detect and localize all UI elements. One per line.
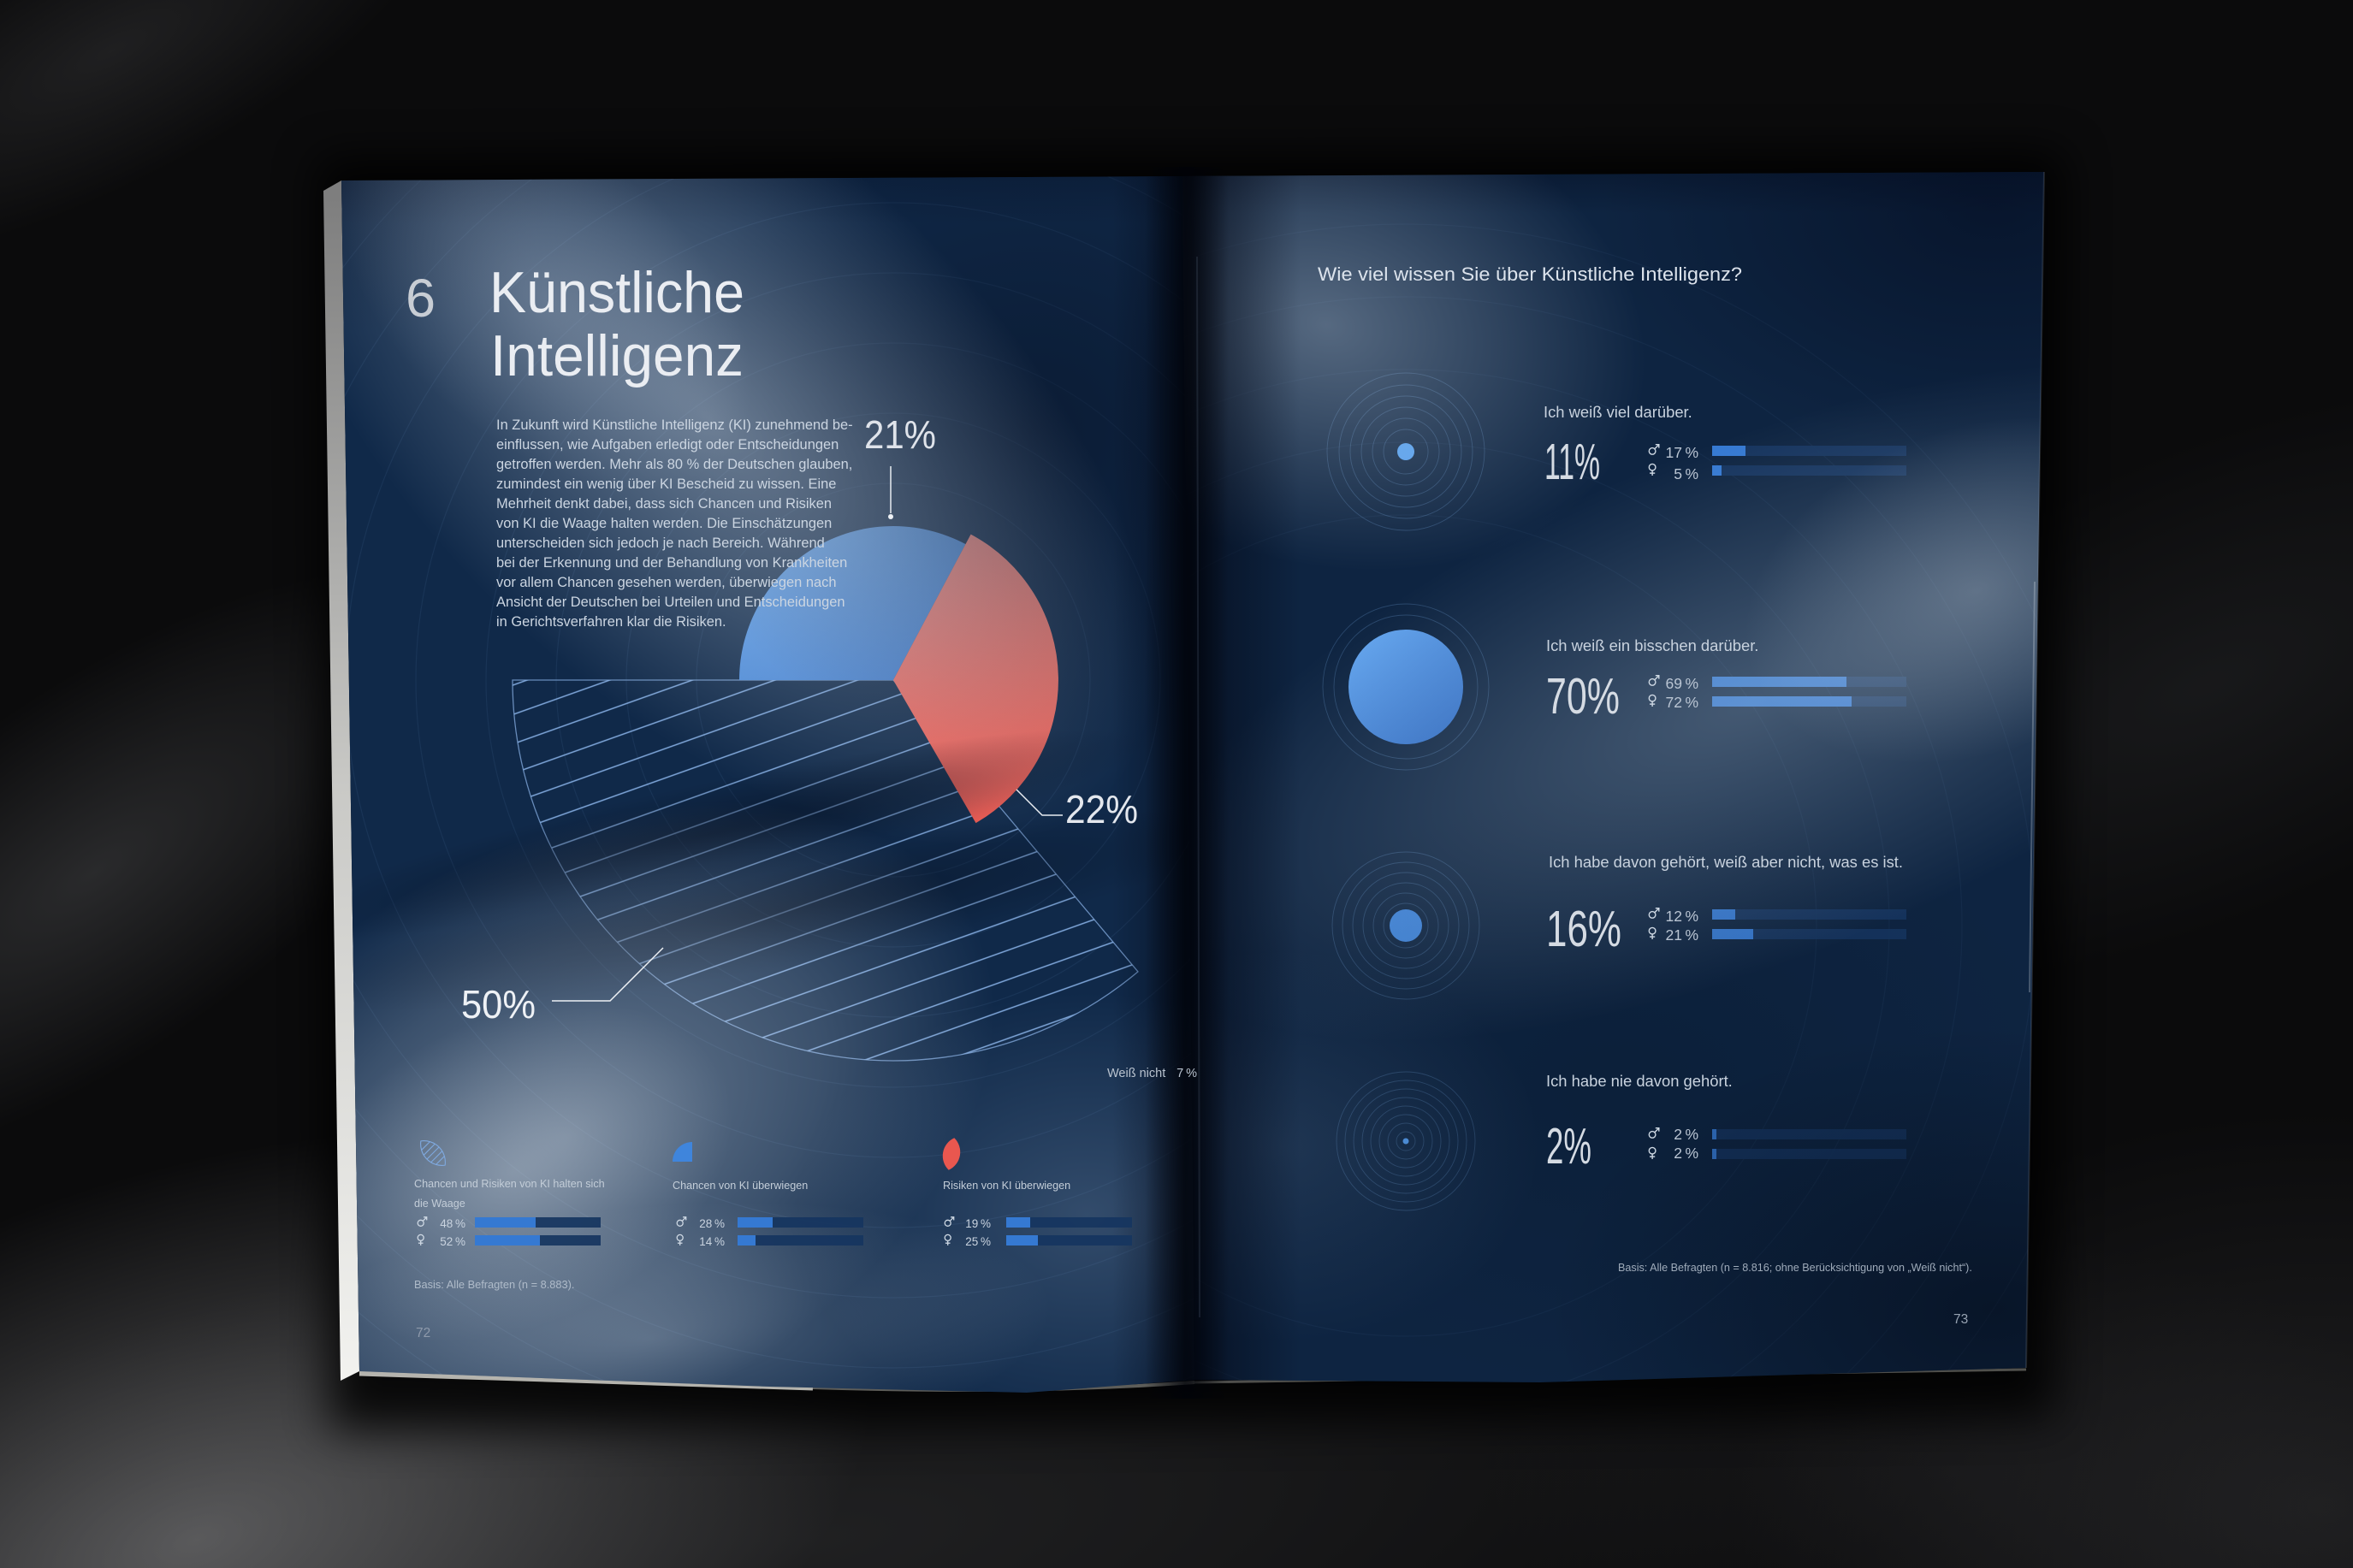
svg-text:Mehrheit denkt dabei, dass sic: Mehrheit denkt dabei, dass sich Chancen … bbox=[496, 496, 832, 512]
svg-text:19 %: 19 % bbox=[965, 1217, 991, 1230]
svg-text:in Gerichtsverfahren klar die: in Gerichtsverfahren klar die Risiken. bbox=[496, 614, 726, 630]
svg-text:70%: 70% bbox=[1546, 668, 1620, 725]
svg-text:50%: 50% bbox=[461, 982, 536, 1027]
svg-text:17 %: 17 % bbox=[1665, 444, 1698, 461]
svg-text:73: 73 bbox=[1953, 1312, 1968, 1327]
svg-text:Künstliche: Künstliche bbox=[489, 260, 744, 325]
svg-text:69 %: 69 % bbox=[1665, 675, 1698, 692]
svg-text:zumindest ein wenig über KI Be: zumindest ein wenig über KI Bescheid zu … bbox=[496, 476, 836, 492]
svg-text:11%: 11% bbox=[1544, 434, 1600, 490]
svg-text:unterscheiden sich jedoch je n: unterscheiden sich jedoch je nach Bereic… bbox=[496, 535, 825, 551]
svg-text:getroffen werden. Mehr als 80: getroffen werden. Mehr als 80 % der Deut… bbox=[496, 457, 852, 472]
svg-text:52 %: 52 % bbox=[440, 1235, 465, 1248]
svg-text:12 %: 12 % bbox=[1665, 908, 1698, 925]
svg-text:6: 6 bbox=[406, 269, 436, 328]
svg-text:7 %: 7 % bbox=[1176, 1067, 1197, 1080]
svg-text:25 %: 25 % bbox=[965, 1235, 991, 1248]
svg-text:einflussen, wie Aufgaben erled: einflussen, wie Aufgaben erledigt oder E… bbox=[496, 437, 839, 453]
svg-text:21%: 21% bbox=[864, 412, 936, 457]
svg-text:Basis: Alle Befragten (n = 8.8: Basis: Alle Befragten (n = 8.883). bbox=[414, 1278, 574, 1291]
svg-text:bei der Erkennung und der Beha: bei der Erkennung und der Behandlung von… bbox=[496, 555, 847, 571]
svg-text:48 %: 48 % bbox=[440, 1217, 465, 1230]
svg-text:16%: 16% bbox=[1546, 901, 1621, 957]
svg-text:Intelligenz: Intelligenz bbox=[490, 323, 744, 388]
svg-text:Ich habe davon gehört, weiß ab: Ich habe davon gehört, weiß aber nicht, … bbox=[1549, 853, 1903, 871]
svg-text:5 %: 5 % bbox=[1674, 465, 1698, 482]
svg-text:Ich weiß ein bisschen darüber.: Ich weiß ein bisschen darüber. bbox=[1546, 636, 1758, 654]
svg-text:Basis: Alle Befragten (n = 8.8: Basis: Alle Befragten (n = 8.816; ohne B… bbox=[1618, 1262, 1972, 1274]
svg-text:72: 72 bbox=[416, 1326, 430, 1340]
svg-text:von KI die Waage halten werden: von KI die Waage halten werden. Die Eins… bbox=[496, 516, 832, 531]
svg-text:Chancen von KI überwiegen: Chancen von KI überwiegen bbox=[673, 1180, 808, 1192]
svg-text:vor allem Chancen gesehen werd: vor allem Chancen gesehen werden, überwi… bbox=[496, 575, 837, 590]
svg-text:28 %: 28 % bbox=[699, 1217, 725, 1230]
svg-text:Weiß nicht: Weiß nicht bbox=[1107, 1067, 1165, 1080]
svg-text:Chancen und Risiken von KI hal: Chancen und Risiken von KI halten sich bbox=[414, 1178, 605, 1190]
svg-text:22%: 22% bbox=[1065, 787, 1138, 831]
svg-text:Ich habe nie davon gehört.: Ich habe nie davon gehört. bbox=[1546, 1072, 1733, 1090]
svg-text:14 %: 14 % bbox=[699, 1235, 725, 1248]
svg-text:In Zukunft wird Künstliche Int: In Zukunft wird Künstliche Intelligenz (… bbox=[496, 417, 853, 433]
svg-text:21 %: 21 % bbox=[1665, 926, 1698, 944]
svg-text:Wie viel wissen Sie über Künst: Wie viel wissen Sie über Künstliche Inte… bbox=[1318, 263, 1742, 285]
svg-text:Ansicht der Deutschen bei Urte: Ansicht der Deutschen bei Urteilen und E… bbox=[496, 595, 845, 610]
svg-text:die Waage: die Waage bbox=[414, 1198, 465, 1210]
svg-text:2 %: 2 % bbox=[1674, 1145, 1698, 1162]
svg-text:2 %: 2 % bbox=[1674, 1126, 1698, 1143]
svg-text:2%: 2% bbox=[1546, 1118, 1591, 1175]
svg-text:Risiken von KI überwiegen: Risiken von KI überwiegen bbox=[943, 1180, 1070, 1192]
svg-text:Ich weiß viel darüber.: Ich weiß viel darüber. bbox=[1544, 403, 1692, 421]
svg-text:72 %: 72 % bbox=[1665, 694, 1698, 711]
